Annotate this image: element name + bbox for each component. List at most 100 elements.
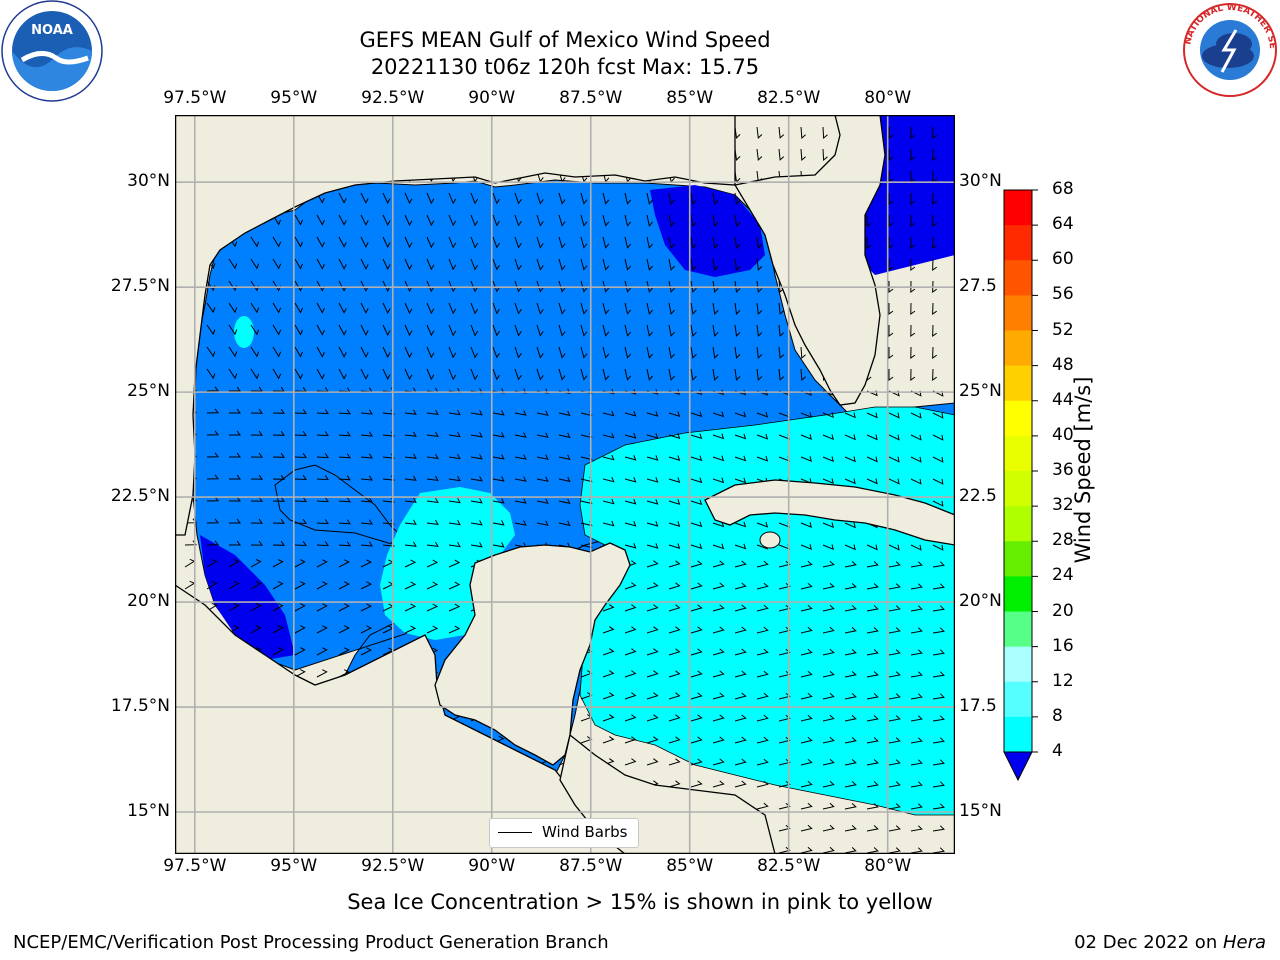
- wind-barb: [272, 452, 285, 458]
- wind-barb: [470, 498, 483, 504]
- wind-barb: [228, 602, 240, 612]
- wind-barb: [558, 214, 566, 227]
- wind-barb: [470, 410, 483, 416]
- wind-barb: [668, 692, 681, 700]
- wind-barb: [470, 302, 479, 315]
- us-coast-land: [175, 115, 736, 536]
- wind-barb: [360, 302, 369, 314]
- wind-barb: [426, 541, 439, 548]
- wind-barb: [866, 605, 879, 612]
- wind-barb: [756, 302, 763, 315]
- wind-barb: [316, 625, 328, 634]
- wind-barb: [646, 521, 659, 527]
- wind-barb: [602, 476, 615, 483]
- wind-barb: [426, 475, 439, 482]
- wind-barb: [866, 544, 878, 551]
- wind-barb: [866, 561, 879, 568]
- wind-barb: [250, 540, 263, 546]
- wind-barb: [646, 626, 659, 634]
- wind-barb: [690, 582, 703, 590]
- wind-barb: [690, 780, 703, 788]
- wind-barb: [844, 803, 857, 810]
- wind-barb: [206, 408, 219, 414]
- wind-barb: [316, 346, 325, 358]
- wind-barb: [338, 324, 347, 336]
- chart-subtitle: 20221130 t06z 120h fcst Max: 15.75: [370, 55, 760, 79]
- wind-barb: [822, 780, 835, 788]
- noaa-logo: NOAA: [1, 0, 103, 102]
- wind-barb: [294, 409, 307, 415]
- wind-barb: [888, 737, 901, 744]
- wind-barb: [272, 302, 282, 314]
- wind-barb: [756, 258, 763, 271]
- wind-barb: [822, 714, 835, 722]
- wind-barb: [229, 386, 241, 392]
- wind-barb: [668, 324, 675, 337]
- wind-barb: [536, 302, 544, 315]
- wind-barb: [426, 368, 435, 381]
- colorbar-segment: [1004, 576, 1032, 612]
- wind-barb: [250, 496, 263, 502]
- wind-barb: [272, 625, 284, 634]
- wind-barb: [338, 453, 351, 459]
- wind-barb: [646, 604, 659, 612]
- colorbar-tick-label: 12: [1052, 670, 1074, 691]
- wind-barb: [646, 758, 659, 766]
- wind-barb: [734, 521, 747, 528]
- wind-barb: [360, 346, 369, 358]
- wind-barb: [844, 522, 856, 529]
- wind-barb: [888, 759, 901, 766]
- wind-barb: [712, 214, 719, 227]
- wind-barb: [294, 519, 307, 525]
- wind-barb: [646, 258, 653, 271]
- wind-barb: [778, 736, 791, 744]
- wind-barb: [338, 559, 350, 568]
- colorbar-segment: [1004, 716, 1032, 753]
- wind-barb: [932, 412, 944, 419]
- wind-barb: [470, 520, 483, 526]
- wind-barb: [778, 648, 791, 656]
- wind-barb: [778, 604, 791, 612]
- wind-barb: [646, 411, 659, 417]
- wind-barb: [690, 192, 697, 205]
- wind-barb: [646, 302, 653, 315]
- colorbar-tick-label: 32: [1052, 495, 1074, 516]
- calm-patch-ne-gulf: [650, 185, 765, 277]
- wind-barb: [932, 649, 945, 656]
- footer-date-text: 02 Dec 2022 on: [1074, 932, 1223, 953]
- wind-barb: [844, 583, 857, 590]
- wind-barb: [800, 582, 813, 590]
- colorbar-segment: [1004, 611, 1032, 648]
- wind-barb: [316, 497, 329, 503]
- wind-barb: [932, 236, 937, 249]
- wind-barb: [250, 474, 263, 480]
- wind-barb: [206, 302, 216, 314]
- wind-barb: [778, 126, 785, 139]
- wind-barb: [250, 368, 260, 380]
- lon-tick-top: 90°W: [468, 88, 516, 108]
- wind-barb: [668, 626, 681, 634]
- wind-barb: [229, 518, 241, 524]
- wind-barb: [668, 736, 681, 744]
- lon-tick-bottom: 87.5°W: [559, 856, 623, 876]
- wind-barb: [229, 430, 241, 436]
- wind-barb: [448, 541, 461, 548]
- wind-barb: [932, 693, 945, 700]
- wind-barb: [932, 434, 944, 441]
- wind-barb: [514, 498, 527, 504]
- wind-barb: [668, 758, 681, 766]
- wind-barb: [206, 602, 218, 612]
- wind-barb: [822, 126, 828, 140]
- wind-barb: [206, 474, 219, 480]
- wind-barb: [360, 559, 373, 568]
- wind-barb: [338, 519, 351, 525]
- wind-barb: [734, 560, 747, 568]
- wind-barb: [360, 497, 373, 503]
- wind-barb: [602, 604, 615, 612]
- wind-barb: [734, 670, 747, 678]
- wind-barb: [734, 324, 741, 337]
- wind-barb: [866, 737, 879, 744]
- wind-barb: [756, 626, 769, 634]
- wind-barb: [800, 368, 806, 382]
- wind-barb: [646, 368, 653, 381]
